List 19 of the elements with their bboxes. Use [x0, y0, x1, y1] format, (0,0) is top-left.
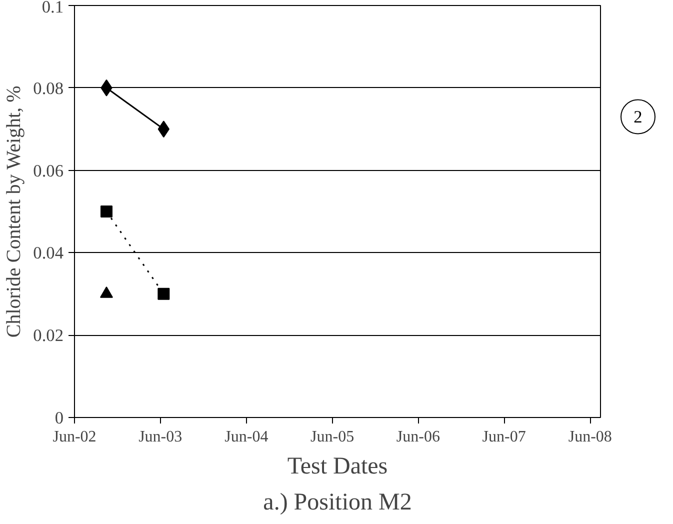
x-tick-label: Jun-02: [52, 428, 96, 446]
x-axis-title: Test Dates: [287, 454, 388, 480]
text: 2: [634, 108, 642, 127]
y-tick-label: 0.06: [33, 161, 64, 180]
x-tick-label: Jun-05: [310, 428, 354, 446]
y-axis-title: Chloride Content by Weight, %: [3, 86, 26, 338]
y-tick-label: 0: [54, 408, 64, 428]
y-tick-label: 0.08: [33, 78, 64, 98]
text: a.) Position M2: [263, 490, 412, 516]
y-tick-label: 0.04: [33, 244, 64, 263]
x-tick-label: Jun-08: [568, 428, 612, 446]
point: [158, 288, 170, 300]
y-tick-label: 0.02: [33, 326, 64, 346]
x-tick-label: Jun-04: [224, 428, 268, 446]
point: [100, 206, 112, 218]
x-tick-label: Jun-03: [138, 428, 182, 446]
x-tick-label: Jun-07: [482, 428, 526, 446]
x-tick-label: Jun-06: [396, 428, 440, 446]
y-tick-label: 0.1: [42, 0, 64, 16]
